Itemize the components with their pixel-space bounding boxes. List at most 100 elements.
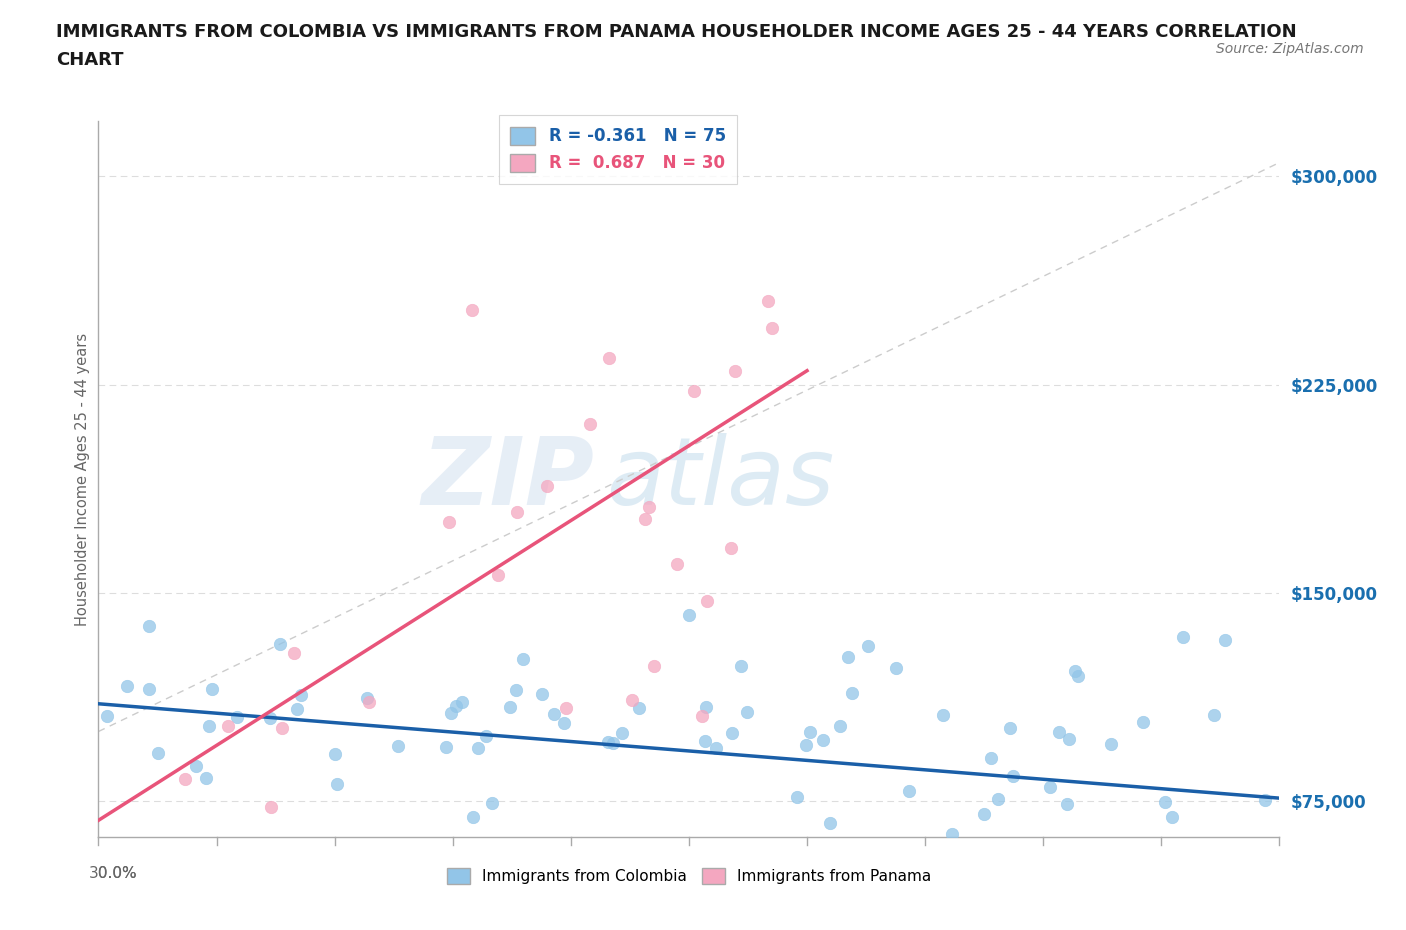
Point (283, 645, 305, 660)
Point (184, 758, 207, 773)
Point (620, 693, 643, 708)
Point (579, 417, 602, 432)
Point (1202, 708, 1225, 723)
Point (1000, 721, 1022, 736)
Point (201, 682, 224, 697)
Point (325, 777, 347, 791)
Point (756, 294, 779, 309)
Y-axis label: Householder Income Ages 25 - 44 years: Householder Income Ages 25 - 44 years (75, 332, 90, 626)
Point (474, 729, 496, 744)
Point (451, 694, 474, 709)
Point (1063, 664, 1085, 679)
Point (486, 567, 509, 582)
Point (1099, 737, 1122, 751)
Point (695, 733, 717, 748)
Point (695, 699, 717, 714)
Point (434, 739, 457, 754)
Point (138, 681, 160, 696)
Point (555, 700, 578, 715)
Point (818, 816, 841, 830)
Point (1254, 792, 1277, 807)
Point (1067, 669, 1090, 684)
Text: 30.0%: 30.0% (90, 866, 138, 881)
Point (706, 740, 728, 755)
Point (195, 771, 218, 786)
Point (598, 351, 620, 365)
Point (225, 710, 247, 724)
Point (602, 736, 624, 751)
Point (666, 557, 689, 572)
Point (720, 725, 742, 740)
Point (290, 687, 312, 702)
Point (856, 639, 879, 654)
Point (481, 796, 503, 811)
Point (115, 679, 138, 694)
Point (730, 658, 752, 673)
Point (173, 772, 195, 787)
Point (837, 649, 859, 664)
Point (499, 699, 522, 714)
Point (932, 708, 955, 723)
Point (285, 702, 308, 717)
Point (980, 751, 1002, 765)
Point (325, 747, 347, 762)
Point (612, 725, 634, 740)
Point (461, 302, 484, 317)
Point (596, 735, 619, 750)
Text: ZIP: ZIP (422, 433, 595, 525)
Point (457, 884, 479, 899)
Point (1171, 630, 1194, 644)
Point (356, 691, 378, 706)
Legend: Immigrants from Colombia, Immigrants from Panama: Immigrants from Colombia, Immigrants fro… (440, 862, 938, 890)
Point (724, 364, 747, 379)
Point (512, 652, 534, 667)
Text: CHART: CHART (56, 51, 124, 69)
Point (359, 695, 381, 710)
Point (973, 807, 995, 822)
Point (467, 740, 489, 755)
Point (1047, 724, 1070, 739)
Point (637, 499, 659, 514)
Point (643, 658, 665, 673)
Point (96, 709, 118, 724)
Point (634, 512, 657, 526)
Point (1002, 768, 1025, 783)
Point (1132, 714, 1154, 729)
Point (941, 826, 963, 841)
Point (543, 707, 565, 722)
Point (1161, 809, 1184, 824)
Point (271, 720, 294, 735)
Point (841, 685, 863, 700)
Point (761, 320, 783, 335)
Point (884, 660, 907, 675)
Point (799, 724, 821, 739)
Point (1039, 779, 1062, 794)
Point (1057, 732, 1080, 747)
Point (720, 540, 742, 555)
Point (1056, 797, 1078, 812)
Point (439, 514, 461, 529)
Point (228, 901, 250, 916)
Point (530, 687, 553, 702)
Point (146, 746, 169, 761)
Point (259, 711, 281, 725)
Point (217, 719, 239, 734)
Point (735, 704, 758, 719)
Point (440, 706, 463, 721)
Point (553, 715, 575, 730)
Point (138, 618, 160, 633)
Point (387, 739, 409, 754)
Text: Source: ZipAtlas.com: Source: ZipAtlas.com (1216, 42, 1364, 56)
Text: 0.0%: 0.0% (98, 866, 138, 881)
Text: IMMIGRANTS FROM COLOMBIA VS IMMIGRANTS FROM PANAMA HOUSEHOLDER INCOME AGES 25 - : IMMIGRANTS FROM COLOMBIA VS IMMIGRANTS F… (56, 23, 1296, 41)
Point (813, 732, 835, 747)
Point (461, 810, 484, 825)
Point (198, 719, 221, 734)
Point (628, 700, 651, 715)
Text: atlas: atlas (606, 433, 835, 525)
Point (828, 719, 851, 734)
Point (536, 479, 558, 494)
Point (260, 799, 283, 814)
Point (678, 607, 700, 622)
Point (696, 593, 718, 608)
